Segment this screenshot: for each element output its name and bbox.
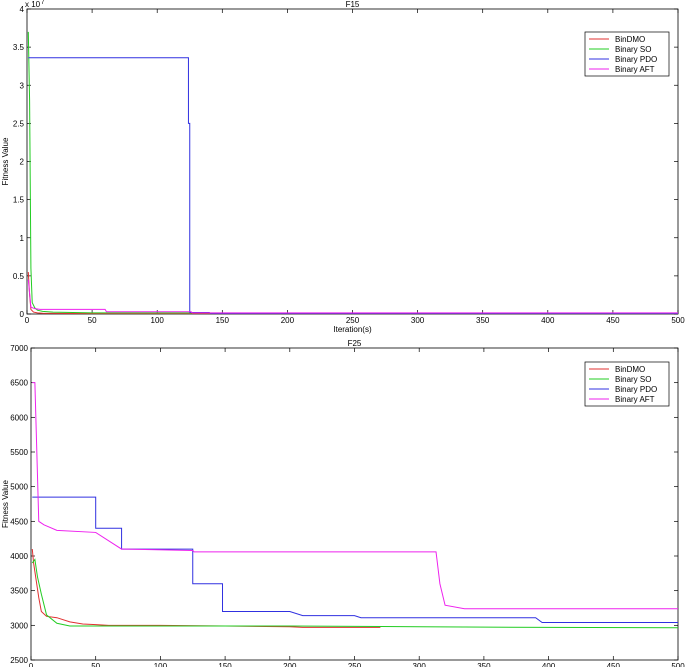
x-tick-label: 0 [25, 316, 30, 325]
x-tick-label: 0 [29, 662, 34, 667]
x-tick-label: 150 [218, 662, 232, 667]
x-tick-label: 500 [671, 316, 685, 325]
y-tick-label: 7000 [10, 344, 28, 353]
y-tick-label: 3500 [10, 587, 28, 596]
x-tick-label: 450 [607, 662, 621, 667]
y-tick-label: 3.5 [13, 43, 25, 52]
x-tick-label: 400 [541, 316, 555, 325]
series-line-binary-aft [27, 279, 678, 314]
series-line-binary-pdo [32, 496, 678, 624]
x-tick-label: 300 [411, 316, 425, 325]
y-tick-label: 5500 [10, 448, 28, 457]
y-tick-label: 6000 [10, 413, 28, 422]
plot-frame [26, 8, 679, 315]
x-tick-label: 350 [477, 662, 491, 667]
x-tick-label: 200 [281, 316, 295, 325]
x-tick-label: 100 [151, 316, 165, 325]
y-tick-label: 0.5 [13, 272, 25, 281]
y-tick-label: 5000 [10, 483, 28, 492]
chart-title: F15 [346, 0, 360, 9]
y-exponent-label: x 10 [25, 0, 41, 9]
y-tick-label: 1 [20, 234, 25, 243]
legend-label-binary-so: Binary SO [615, 45, 651, 54]
y-tick-label: 6500 [10, 379, 28, 388]
y-tick-label: 4000 [10, 552, 28, 561]
y-tick-label: 4500 [10, 517, 28, 526]
legend-label-bindmo: BinDMO [615, 365, 645, 374]
plot-frame [30, 347, 679, 661]
legend-label-binary-so: Binary SO [615, 375, 651, 384]
legend-label-binary-aft: Binary AFT [615, 395, 655, 404]
y-tick-label: 1.5 [13, 196, 25, 205]
x-tick-label: 250 [346, 316, 360, 325]
x-tick-label: 250 [348, 662, 362, 667]
y-tick-label: 0 [20, 310, 25, 319]
x-tick-label: 400 [542, 662, 556, 667]
y-tick-label: 3 [20, 81, 25, 90]
x-tick-label: 350 [476, 316, 490, 325]
x-tick-label: 450 [606, 316, 620, 325]
x-tick-label: 50 [91, 662, 100, 667]
legend-label-binary-pdo: Binary PDO [615, 55, 657, 64]
y-tick-label: 2 [20, 158, 25, 167]
chart-title: F25 [348, 339, 362, 348]
chart-0: F15 0 50 100 150 200 250 300 350 400 450 500 0 0.5 1 1.… [1, 0, 685, 334]
y-exponent-power: 7 [41, 0, 45, 6]
x-tick-label: 50 [88, 316, 97, 325]
y-tick-label: 2.5 [13, 119, 25, 128]
y-axis-label: Fitness Value [1, 137, 10, 185]
x-tick-label: 300 [413, 662, 427, 667]
y-tick-label: 2500 [10, 656, 28, 665]
y-axis-label: Fitness Value [1, 480, 10, 528]
legend-label-binary-aft: Binary AFT [615, 65, 655, 74]
y-tick-label: 4 [20, 5, 25, 14]
x-tick-label: 100 [154, 662, 168, 667]
series-line-binary-so [31, 558, 678, 629]
x-tick-label: 500 [671, 662, 685, 667]
x-tick-label: 200 [283, 662, 297, 667]
legend-label-binary-pdo: Binary PDO [615, 385, 657, 394]
series-line-binary-aft [32, 382, 678, 610]
legend-label-bindmo: BinDMO [615, 35, 645, 44]
chart-1: F25 0 50 100 150 200 250 300 350 400 450 500 2500 300… [1, 339, 685, 672]
x-tick-label: 150 [216, 316, 230, 325]
y-tick-label: 3000 [10, 621, 28, 630]
x-axis-label: Iteration(s) [333, 325, 372, 334]
